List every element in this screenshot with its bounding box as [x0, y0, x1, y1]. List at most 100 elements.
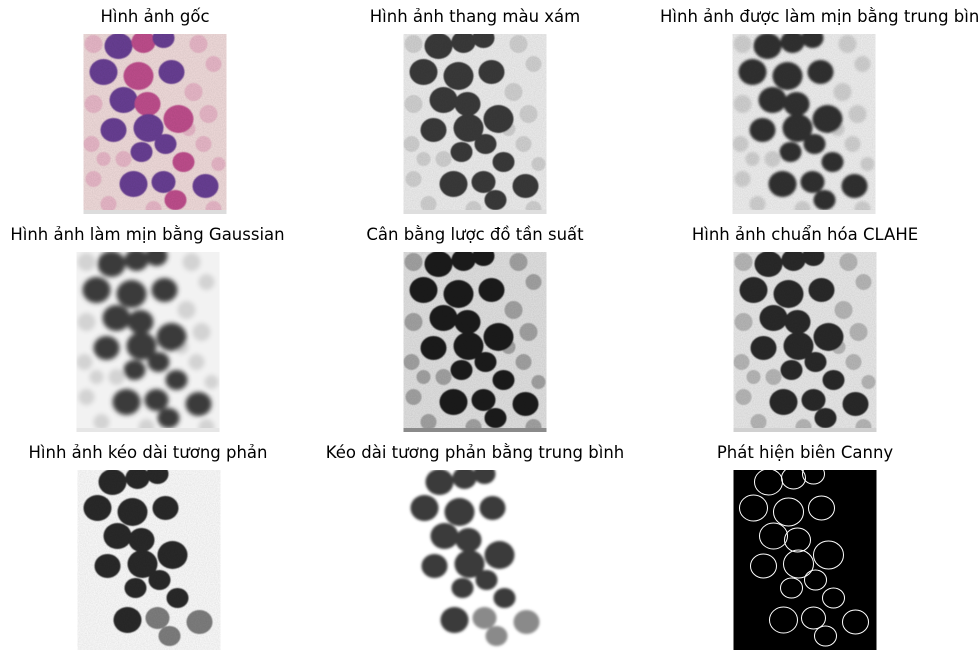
- cell-edge: [739, 494, 768, 522]
- white-blood-cell: [513, 610, 540, 634]
- image-border: [732, 210, 876, 214]
- image-border: [733, 428, 877, 432]
- red-blood-cell: [93, 414, 110, 430]
- white-blood-cell: [156, 323, 187, 351]
- red-blood-cell: [192, 323, 211, 341]
- white-blood-cell: [127, 310, 154, 334]
- panel-title: Kéo dài tương phản bằng trung bình: [325, 443, 625, 462]
- mean-smoothed-image: [732, 34, 876, 214]
- white-blood-cell: [116, 280, 147, 308]
- panel-title: Hình ảnh chuẩn hóa CLAHE: [691, 225, 919, 244]
- panel-hist-equalization: Cân bằng lược đồ tần suất: [340, 225, 610, 433]
- canny-edges-image: [733, 470, 877, 650]
- micrograph-svg: [404, 470, 548, 650]
- panel-gaussian-smooth: Hình ảnh làm mịn bằng Gaussian: [5, 225, 290, 433]
- texture-overlay: [83, 34, 227, 214]
- gaussian-smoothed-image: [76, 252, 220, 432]
- cell-edge: [822, 587, 845, 609]
- white-blood-cell: [493, 588, 516, 608]
- cell-edge: [801, 606, 826, 630]
- panel-title: Hình ảnh gốc: [100, 7, 210, 26]
- white-blood-cell: [455, 528, 482, 552]
- panel-title: Phát hiện biên Canny: [716, 443, 894, 462]
- image-border: [403, 428, 547, 432]
- cell-edge: [784, 527, 811, 553]
- panel-mean-smooth: Hình ảnh được làm mịn bằng trung bình: [660, 7, 980, 215]
- red-blood-cell: [182, 253, 201, 271]
- cell-edge: [773, 497, 804, 527]
- white-blood-cell: [112, 389, 141, 415]
- white-blood-cell: [485, 626, 508, 646]
- white-blood-cell: [145, 252, 168, 266]
- red-blood-cell: [89, 370, 104, 384]
- red-blood-cell: [78, 389, 95, 405]
- white-blood-cell: [185, 392, 212, 416]
- white-blood-cell: [82, 277, 111, 303]
- red-blood-cell: [204, 375, 219, 389]
- white-blood-cell: [484, 541, 515, 569]
- image-border: [76, 428, 220, 432]
- red-blood-cell: [77, 253, 96, 271]
- white-blood-cell: [421, 554, 448, 578]
- texture-overlay: [403, 252, 547, 432]
- texture-overlay: [732, 34, 876, 214]
- white-blood-cell: [151, 278, 178, 302]
- panel-mean-contrast-stretch: Kéo dài tương phản bằng trung bình: [320, 443, 630, 651]
- texture-overlay: [77, 470, 221, 650]
- white-blood-cell: [93, 336, 120, 360]
- texture-overlay: [733, 252, 877, 432]
- mean-contrast-stretched-image: [404, 470, 548, 650]
- panel-title: Hình ảnh thang màu xám: [369, 7, 581, 26]
- cell-edge: [802, 470, 825, 485]
- white-blood-cell: [165, 370, 188, 390]
- micrograph-svg: [76, 252, 220, 432]
- cell-edge: [842, 609, 869, 635]
- panel-title: Hình ảnh kéo dài tương phản: [28, 443, 268, 462]
- texture-overlay: [403, 34, 547, 214]
- red-blood-cell: [76, 354, 93, 370]
- red-blood-cell: [188, 354, 205, 370]
- micrograph-svg: [83, 34, 227, 214]
- white-blood-cell: [123, 360, 146, 380]
- panel-clahe: Hình ảnh chuẩn hóa CLAHE: [670, 225, 940, 433]
- white-blood-cell: [410, 495, 439, 521]
- white-blood-cell: [472, 607, 497, 629]
- micrograph-svg: [403, 34, 547, 214]
- panel-canny: Phát hiện biên Canny: [670, 443, 940, 651]
- micrograph-svg: [77, 470, 221, 650]
- cell-edge: [781, 470, 806, 490]
- white-blood-cell: [144, 389, 169, 411]
- white-blood-cell: [452, 470, 477, 489]
- equalized-image: [403, 252, 547, 432]
- white-blood-cell: [157, 408, 180, 428]
- micrograph-svg: [403, 252, 547, 432]
- white-blood-cell: [440, 607, 469, 633]
- white-blood-cell: [479, 496, 506, 520]
- panel-original: Hình ảnh gốc: [20, 7, 290, 215]
- contrast-stretched-image: [77, 470, 221, 650]
- cell-edge: [804, 569, 827, 591]
- micrograph-svg: [733, 252, 877, 432]
- white-blood-cell: [444, 498, 475, 526]
- panel-title: Cân bằng lược đồ tần suất: [366, 225, 584, 244]
- cell-edge: [759, 522, 788, 550]
- white-blood-cell: [430, 523, 459, 549]
- clahe-image: [733, 252, 877, 432]
- panel-title: Hình ảnh được làm mịn bằng trung bình: [660, 7, 980, 26]
- cell-edge: [808, 495, 835, 521]
- white-blood-cell: [124, 252, 149, 271]
- white-blood-cell: [126, 332, 157, 360]
- cell-edge: [750, 553, 777, 579]
- panel-contrast-stretch: Hình ảnh kéo dài tương phản: [13, 443, 283, 651]
- white-blood-cell: [425, 470, 454, 495]
- white-blood-cell: [102, 305, 131, 331]
- white-blood-cell: [147, 352, 170, 372]
- image-border: [83, 210, 227, 214]
- micrograph-svg: [732, 34, 876, 214]
- cell-edge: [780, 577, 803, 599]
- image-border: [403, 210, 547, 214]
- white-blood-cell: [475, 570, 498, 590]
- white-blood-cell: [97, 252, 126, 277]
- red-blood-cell: [77, 313, 96, 331]
- white-blood-cell: [454, 550, 485, 578]
